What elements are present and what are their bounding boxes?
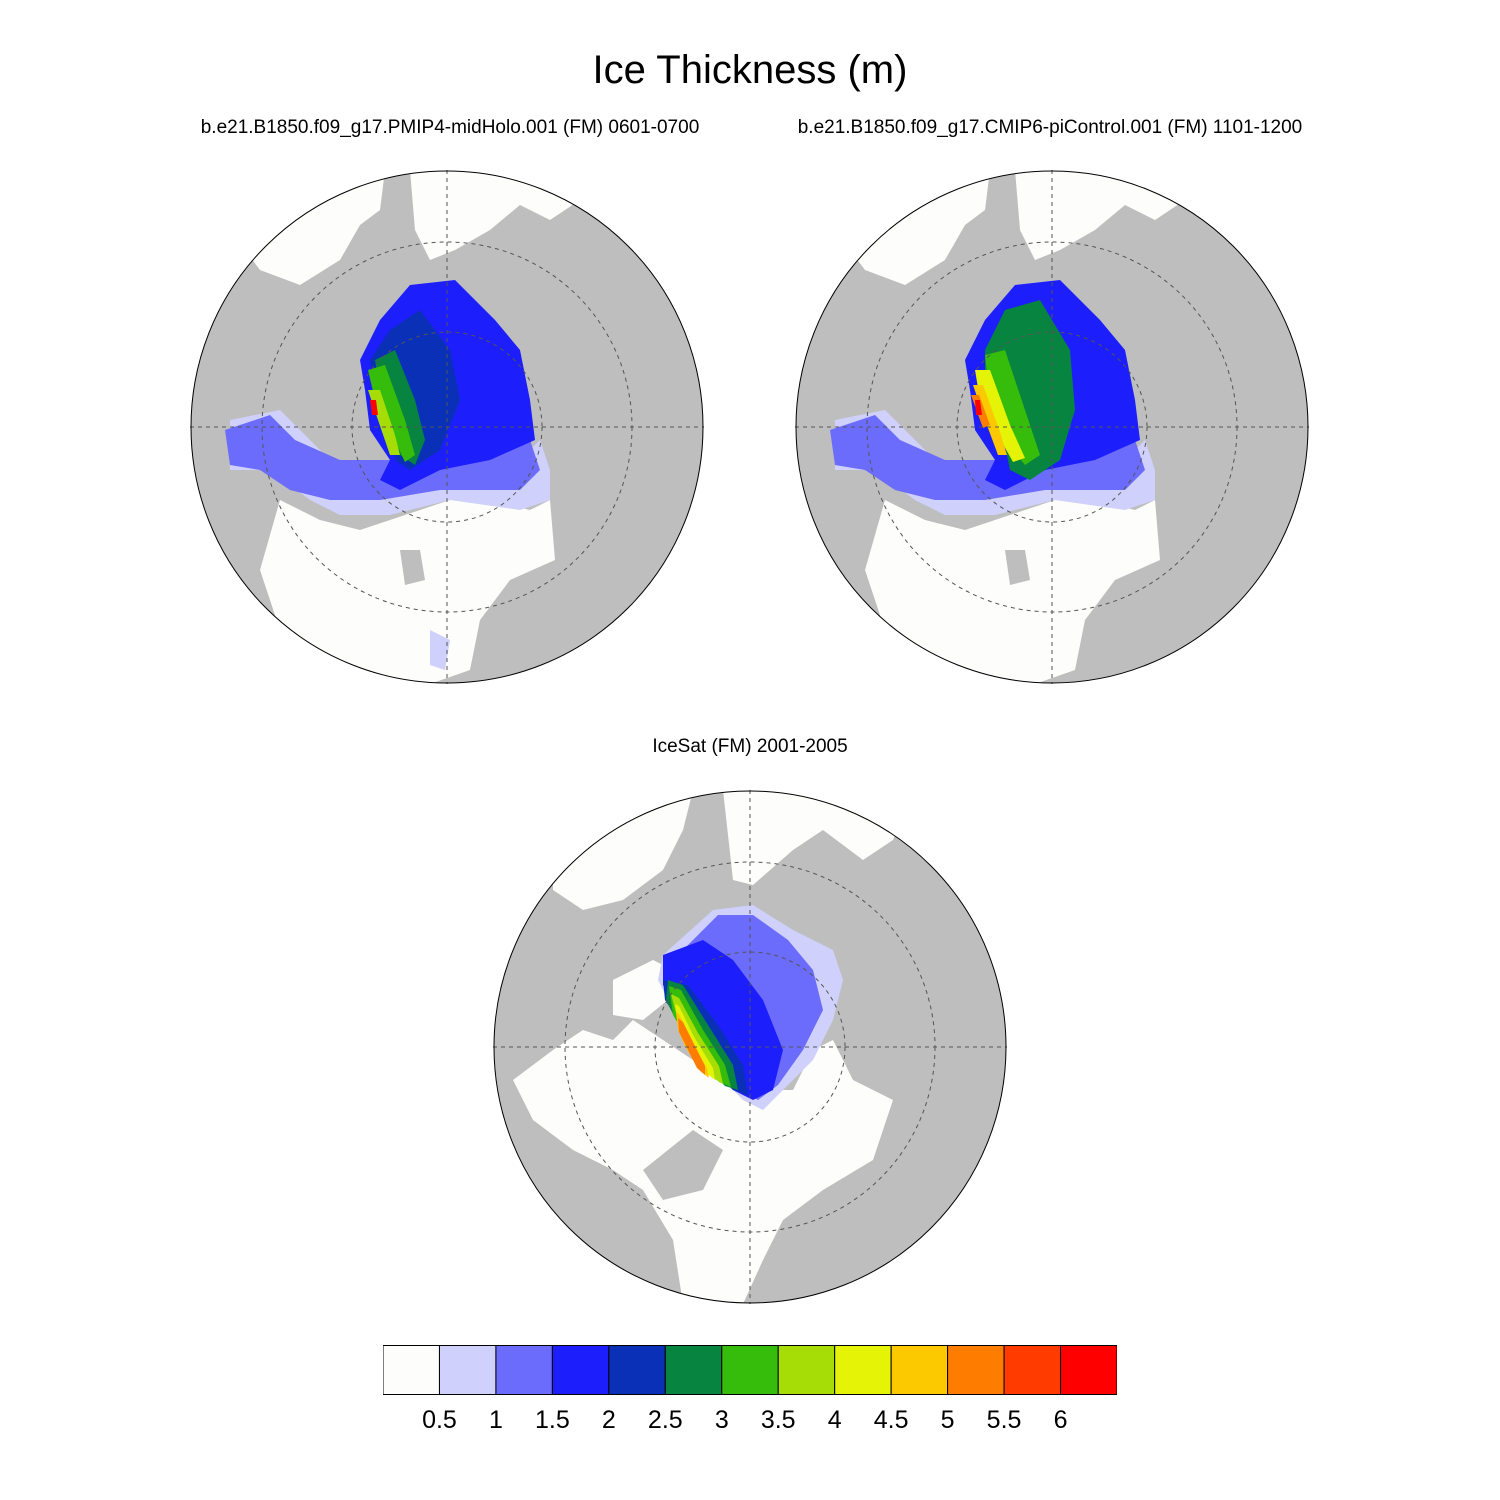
colorbar-labels: 0.5 1 1.5 2 2.5 3 3.5 4 4.5 5 5.5 6 — [0, 1405, 1500, 1435]
colorbar-label: 5.5 — [986, 1406, 1022, 1434]
colorbar-label: 5 — [940, 1406, 955, 1434]
colorbar-swatch — [777, 1345, 836, 1395]
colorbar-swatch — [890, 1345, 949, 1395]
colorbar — [383, 1345, 1117, 1395]
panel-title-midholo: b.e21.B1850.f09_g17.PMIP4-midHolo.001 (F… — [200, 117, 700, 138]
colorbar-swatch — [495, 1345, 553, 1395]
colorbar-swatch — [1060, 1345, 1117, 1395]
colorbar-label: 0.5 — [422, 1406, 457, 1434]
colorbar-label: 3.5 — [760, 1406, 796, 1434]
colorbar-label: 4.5 — [873, 1406, 909, 1434]
colorbar-swatch — [947, 1345, 1005, 1395]
colorbar-label: 2.5 — [647, 1406, 683, 1434]
colorbar-swatch — [551, 1345, 610, 1395]
polar-map-midholo — [190, 170, 704, 684]
panel-title-icesat: IceSat (FM) 2001-2005 — [652, 736, 848, 757]
colorbar-swatch — [438, 1345, 497, 1395]
figure-title: Ice Thickness (m) — [592, 48, 908, 92]
colorbar-label: 3 — [714, 1406, 729, 1434]
colorbar-swatch — [383, 1345, 440, 1395]
colorbar-swatch — [608, 1345, 666, 1395]
polar-map-icesat — [493, 790, 1007, 1304]
colorbar-swatch — [834, 1345, 892, 1395]
panel-title-picontrol: b.e21.B1850.f09_g17.CMIP6-piControl.001 … — [797, 117, 1303, 138]
colorbar-swatch — [1003, 1345, 1062, 1395]
colorbar-swatch — [664, 1345, 723, 1395]
polar-map-picontrol — [795, 170, 1309, 684]
colorbar-label: 6 — [1053, 1406, 1068, 1434]
colorbar-swatch — [721, 1345, 779, 1395]
colorbar-label: 1.5 — [534, 1406, 570, 1434]
colorbar-label: 2 — [601, 1406, 616, 1434]
colorbar-label: 4 — [827, 1406, 842, 1434]
colorbar-label: 1 — [488, 1406, 503, 1434]
